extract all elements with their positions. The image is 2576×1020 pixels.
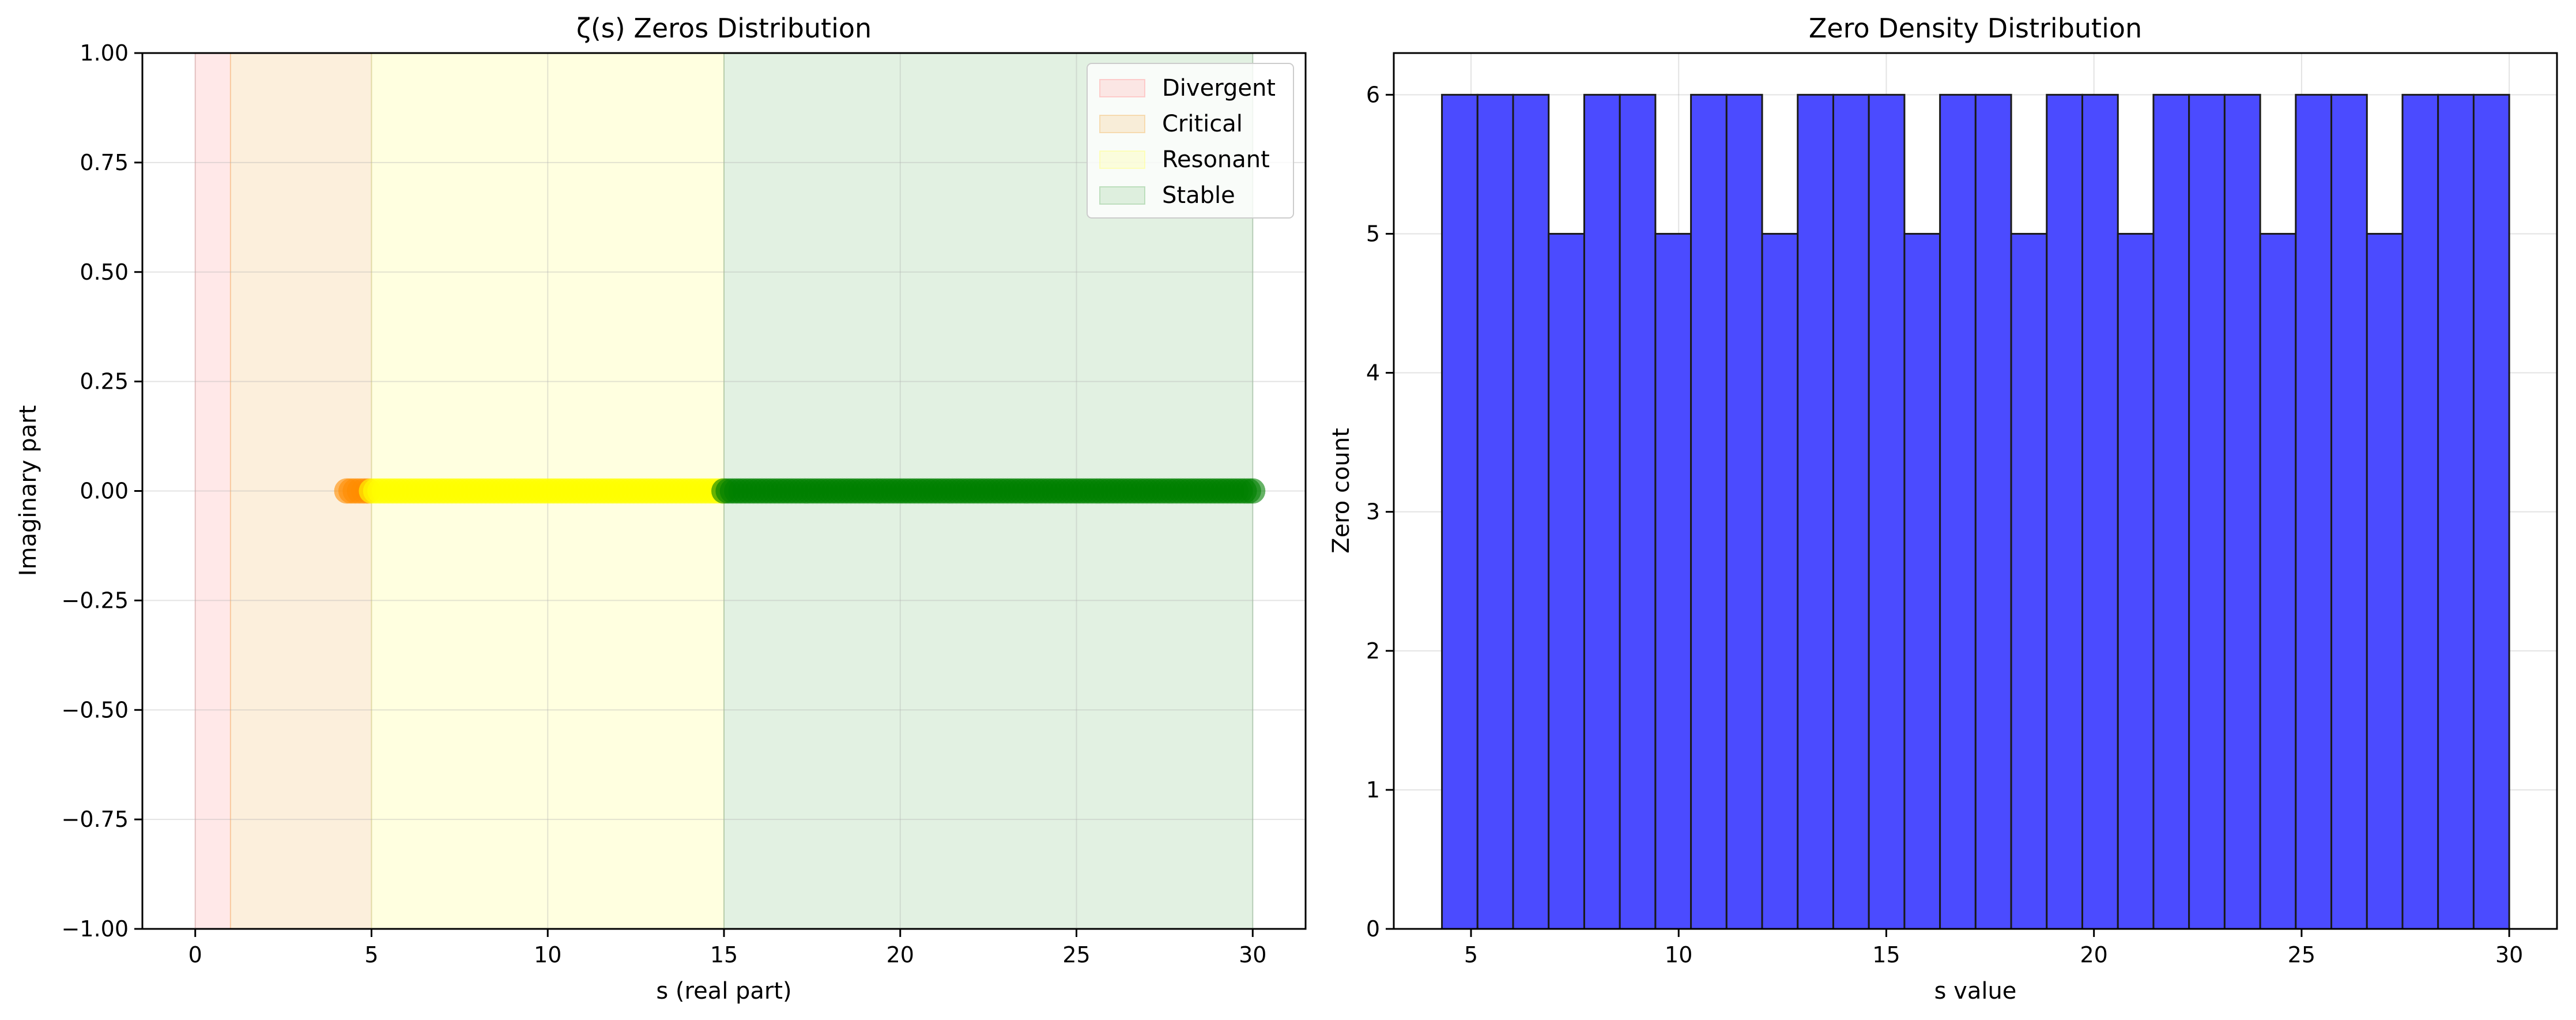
x-tick-label: 25 xyxy=(2288,942,2315,968)
y-tick-label: 1.00 xyxy=(80,40,129,66)
x-tick-label: 15 xyxy=(710,942,738,968)
plot-frame xyxy=(1393,52,2558,930)
y-tick-label: 6 xyxy=(1366,82,1380,107)
histogram-bar xyxy=(1797,93,1834,930)
y-tick-label: 0.75 xyxy=(80,150,129,175)
legend: Divergent Critical Resonant Stable xyxy=(1087,63,1294,219)
x-tick-label: 15 xyxy=(1872,942,1900,968)
histogram-bar xyxy=(1690,93,1728,930)
histogram-bar xyxy=(1903,232,1941,930)
histogram-bar xyxy=(2081,93,2119,930)
legend-swatch xyxy=(1099,150,1145,169)
histogram-bar xyxy=(1512,93,1550,930)
histogram-bar xyxy=(1654,232,1692,930)
y-tick-label: −1.00 xyxy=(62,916,129,942)
region-band-divergent xyxy=(194,52,231,929)
legend-label: Divergent xyxy=(1162,75,1276,101)
zero-points xyxy=(334,478,1266,504)
x-axis-label: s value xyxy=(1934,978,2017,1004)
y-tick-label: 4 xyxy=(1366,360,1380,386)
histogram-bar xyxy=(2188,93,2226,930)
histogram-bar xyxy=(1476,93,1514,930)
y-tick-label: 0.00 xyxy=(80,479,129,504)
x-axis-label: s (real part) xyxy=(656,978,791,1004)
y-tick-label: 0.50 xyxy=(80,259,129,285)
histogram-bar xyxy=(2366,232,2404,930)
histogram-bar xyxy=(1832,93,1870,930)
x-tick-label: 30 xyxy=(2495,942,2523,968)
zeros-distribution-chart: 0 5 10 15 20 25 30 1.00 0.75 0.50 0.25 0.00 −0.25 −0… xyxy=(15,13,1307,1004)
y-ticks: 1.00 0.75 0.50 0.25 0.00 −0.25 −0.50 −0.75 −1.00 xyxy=(62,40,142,942)
histogram-bar xyxy=(2401,93,2439,930)
y-tick-label: 3 xyxy=(1366,499,1380,525)
y-axis-label: Imaginary part xyxy=(15,405,42,577)
histogram-bar xyxy=(1441,93,1479,930)
legend-swatch xyxy=(1099,79,1145,97)
histogram-bar xyxy=(1725,93,1763,930)
histogram-bar xyxy=(1548,232,1585,930)
x-tick-label: 5 xyxy=(1464,942,1478,968)
histogram-bar xyxy=(1583,93,1621,930)
y-tick-label: 1 xyxy=(1366,777,1380,803)
histogram-bar xyxy=(1939,93,1977,930)
y-tick-label: 2 xyxy=(1366,638,1380,664)
y-tick-label: 5 xyxy=(1366,221,1380,246)
histogram-bar xyxy=(1868,93,1906,930)
x-tick-label: 20 xyxy=(887,942,914,968)
x-tick-label: 30 xyxy=(1239,942,1266,968)
x-tick-label: 10 xyxy=(1665,942,1692,968)
histogram-bar xyxy=(1974,93,2012,930)
y-tick-label: −0.25 xyxy=(62,588,129,613)
zero-point xyxy=(1240,478,1266,504)
histogram-bar xyxy=(2437,93,2475,930)
x-tick-label: 10 xyxy=(534,942,561,968)
histogram-bar xyxy=(2046,93,2084,930)
legend-label: Stable xyxy=(1162,182,1235,209)
y-tick-label: −0.50 xyxy=(62,697,129,722)
x-ticks: 0 5 10 15 20 25 30 xyxy=(188,929,1266,968)
legend-label: Resonant xyxy=(1162,146,1270,173)
legend-swatch xyxy=(1099,186,1145,205)
histogram-bar xyxy=(2295,93,2333,930)
histogram-bar xyxy=(2223,93,2261,930)
histogram-bar xyxy=(2152,93,2190,930)
x-tick-label: 20 xyxy=(2080,942,2108,968)
histogram-bar xyxy=(2330,93,2368,930)
histogram-bar xyxy=(2259,232,2297,930)
histogram-bar xyxy=(1761,232,1799,930)
x-tick-label: 25 xyxy=(1062,942,1090,968)
zero-density-chart: 5 10 15 20 25 30 0 1 2 3 4 5 6 Zero Density Distrib… xyxy=(1328,13,2558,1004)
y-tick-label: 0 xyxy=(1366,916,1380,942)
chart-title: Zero Density Distribution xyxy=(1809,13,2142,44)
chart-title: ζ(s) Zeros Distribution xyxy=(576,13,872,44)
legend-label: Critical xyxy=(1162,111,1243,137)
histogram-bar xyxy=(2472,93,2510,930)
x-tick-label: 5 xyxy=(364,942,378,968)
x-tick-label: 0 xyxy=(188,942,202,968)
legend-swatch xyxy=(1099,115,1145,133)
y-axis-label: Zero count xyxy=(1328,428,1355,554)
y-tick-label: −0.75 xyxy=(62,807,129,832)
legend-box xyxy=(1087,63,1294,219)
histogram-bar xyxy=(2010,232,2048,930)
x-ticks: 5 10 15 20 25 30 xyxy=(1464,929,2523,968)
histogram-bar xyxy=(1619,93,1657,930)
histogram-bar xyxy=(2117,232,2155,930)
y-tick-label: 0.25 xyxy=(80,369,129,394)
y-ticks: 0 1 2 3 4 5 6 xyxy=(1366,82,1394,942)
histogram-bars xyxy=(1441,93,2510,930)
